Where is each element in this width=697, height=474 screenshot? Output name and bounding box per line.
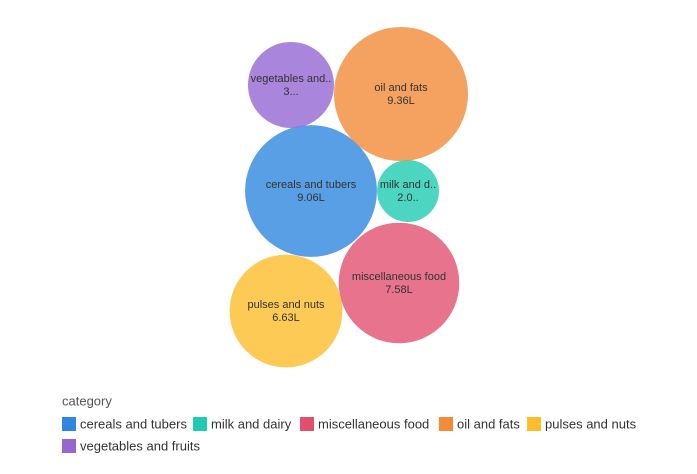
legend-swatch <box>62 439 76 453</box>
value-label: 9.06L <box>297 192 325 204</box>
bubble <box>245 125 377 257</box>
value-label: 6.63L <box>272 312 300 324</box>
legend-label: milk and dairy <box>211 416 292 431</box>
bubble <box>334 27 468 161</box>
value-label: 7.58L <box>385 284 413 296</box>
legend-label: cereals and tubers <box>80 416 187 431</box>
value-label: 3... <box>283 86 298 98</box>
legend-label: pulses and nuts <box>545 416 637 431</box>
value-label: 9.36L <box>387 95 415 107</box>
legend-label: miscellaneous food <box>318 416 429 431</box>
bubble-label: milk and d.. <box>380 179 436 191</box>
bubble-label: cereals and tubers <box>266 179 357 191</box>
bubble-label: vegetables and.. <box>251 73 332 85</box>
bubble-label: oil and fats <box>374 82 428 94</box>
bubble-label: miscellaneous food <box>352 271 446 283</box>
legend-swatch <box>62 417 76 431</box>
bubble <box>247 41 335 129</box>
bubble <box>229 254 343 368</box>
bubble-label: pulses and nuts <box>247 299 325 311</box>
value-label: 2.0.. <box>397 192 418 204</box>
legend-swatch <box>527 417 541 431</box>
legend-label: oil and fats <box>457 416 520 431</box>
bubble <box>338 222 460 344</box>
legend-title: category <box>62 393 112 408</box>
legend-swatch <box>439 417 453 431</box>
bubble <box>377 160 439 222</box>
legend-swatch <box>300 417 314 431</box>
legend-label: vegetables and fruits <box>80 438 200 453</box>
legend-swatch <box>193 417 207 431</box>
